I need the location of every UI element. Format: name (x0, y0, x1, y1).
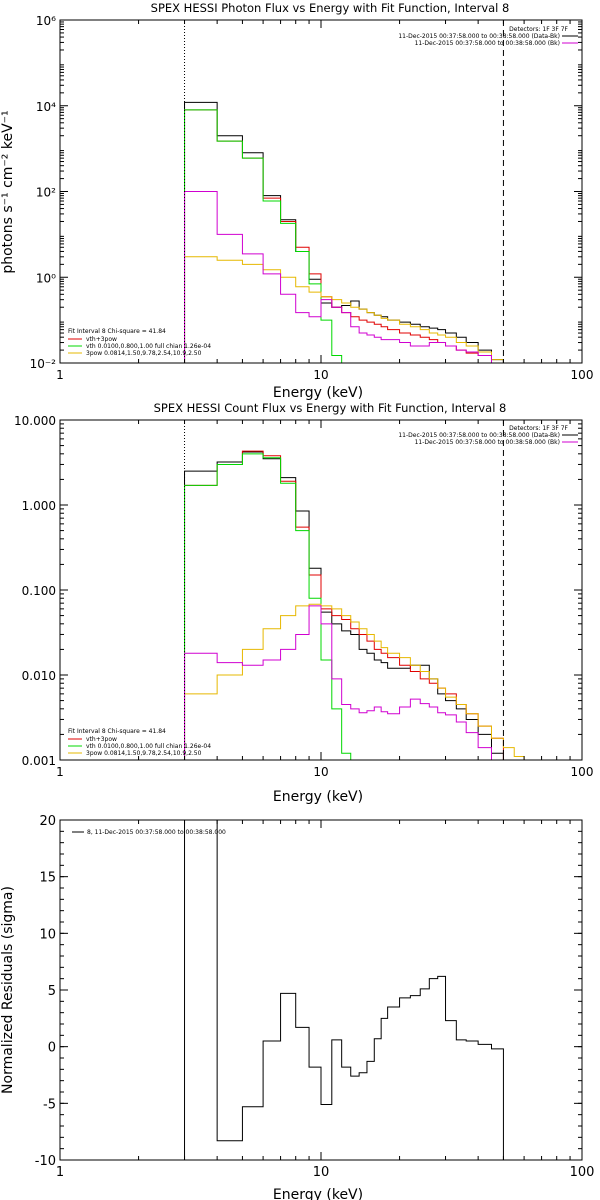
series-line-background (184, 605, 504, 760)
residuals-panel: 1 10 100 -10 -5 0 5 10 15 20 Energy (keV) Normali… (0, 814, 594, 1200)
photon-flux-series-layer (184, 20, 504, 363)
x-tick-label: 10 (313, 368, 328, 382)
legend-bk-2: 11-Dec-2015 00:37:58.000 to 00:38:58.000… (415, 439, 560, 446)
legend-data-bk: 11-Dec-2015 00:37:58.000 to 00:38:58.000… (398, 33, 560, 40)
y-tick-label: 0 (48, 1041, 56, 1056)
residuals-legend: 8, 11-Dec-2015 00:37:58.000 to 00:38:58.… (72, 829, 226, 836)
y-tick-label: 0.010 (22, 669, 56, 683)
x-tick-label: 1 (56, 765, 64, 779)
series-line-pow (184, 256, 504, 363)
photon-flux-panel: SPEX HESSI Photon Flux vs Energy with Fi… (0, 1, 593, 401)
y-tick-label: 20 (39, 814, 56, 829)
photon-flux-x-axis-label: Energy (keV) (273, 385, 363, 401)
legend-vth-2: vth 0.0100,0.800,1.00 full chian 1.26e-0… (86, 743, 211, 750)
series-line-background (184, 191, 492, 363)
legend-detectors-2: Detectors: 1F 3F 7F (509, 425, 568, 432)
count-flux-legend-top-right: Detectors: 1F 3F 7F 11-Dec-2015 00:37:58… (398, 425, 578, 446)
residuals-x-axis-label: Energy (keV) (273, 1187, 363, 1200)
photon-flux-legend-bottom-left: Fit Interval 8 Chi-square = 41.84 vth+3p… (68, 328, 211, 357)
legend-fit-header: Fit Interval 8 Chi-square = 41.84 (68, 328, 166, 335)
y-tick-label: 10⁴ (36, 100, 56, 114)
y-tick-label: 10⁶ (36, 14, 56, 28)
series-line-vth_3pow (184, 109, 504, 363)
y-tick-label: 15 (39, 871, 56, 886)
photon-flux-title: SPEX HESSI Photon Flux vs Energy with Fi… (151, 1, 510, 15)
legend-bk: 11-Dec-2015 00:37:58.000 to 00:38:58.000… (415, 40, 560, 47)
legend-data-bk-2: 11-Dec-2015 00:37:58.000 to 00:38:58.000… (398, 432, 560, 439)
legend-detectors: Detectors: 1F 3F 7F (509, 26, 568, 33)
y-tick-label: 10⁰ (36, 271, 56, 285)
legend-3pow-2: 3pow 0.0814,1.50,9.78,2.54,10.9,2.50 (86, 750, 202, 757)
y-tick-label: 10⁻² (30, 357, 57, 371)
series-line-vth_3pow (184, 450, 504, 760)
residuals-axes: 1 10 100 -10 -5 0 5 10 15 20 (35, 814, 595, 1180)
y-tick-label: -5 (43, 1097, 56, 1112)
count-flux-x-axis-label: Energy (keV) (273, 789, 363, 805)
x-tick-label: 100 (571, 765, 594, 779)
count-flux-title: SPEX HESSI Count Flux vs Energy with Fit… (154, 401, 507, 415)
legend-vth-3pow: vth+3pow (86, 336, 117, 343)
y-tick-label: 1.000 (22, 499, 56, 513)
x-tick-label: 1 (56, 1165, 64, 1180)
series-line-vth (184, 109, 360, 363)
y-tick-label: 10 (39, 927, 56, 942)
count-flux-panel: SPEX HESSI Count Flux vs Energy with Fit… (14, 401, 593, 805)
photon-flux-legend-top-right: Detectors: 1F 3F 7F 11-Dec-2015 00:37:58… (398, 26, 578, 47)
y-tick-label: 0.100 (22, 584, 56, 598)
residuals-series-layer (184, 820, 504, 1160)
series-line-vth (184, 453, 360, 760)
photon-flux-y-axis-label: photons s⁻¹ cm⁻² keV⁻¹ (0, 110, 16, 273)
legend-3pow: 3pow 0.0814,1.50,9.78,2.54,10.9,2.50 (86, 350, 202, 357)
legend-fit-header-2: Fit Interval 8 Chi-square = 41.84 (68, 728, 166, 735)
count-flux-legend-bottom-left: Fit Interval 8 Chi-square = 41.84 vth+3p… (68, 728, 211, 757)
series-line-data (184, 451, 504, 760)
x-tick-label: 10 (313, 765, 328, 779)
y-tick-label: 0.001 (22, 754, 56, 768)
x-tick-label: 10 (313, 1165, 330, 1180)
series-line-pow (184, 603, 542, 760)
y-tick-label: 10.000 (14, 414, 56, 428)
y-tick-label: 5 (48, 984, 56, 999)
y-tick-label: 10² (36, 186, 56, 200)
legend-vth-3pow-2: vth+3pow (86, 736, 117, 743)
legend-vth: vth 0.0100,0.800,1.00 full chian 1.26e-0… (86, 343, 211, 350)
y-tick-label: -10 (35, 1154, 56, 1169)
x-tick-label: 100 (570, 1165, 595, 1180)
x-tick-label: 100 (571, 368, 594, 382)
count-flux-axes: 1 10 100 0.001 0.010 0.100 1.000 10.000 (14, 414, 593, 779)
series-line-data (184, 820, 504, 1160)
residuals-y-axis-label: Normalized Residuals (sigma) (0, 886, 16, 1094)
count-flux-series-layer (184, 420, 542, 760)
residuals-legend-label: 8, 11-Dec-2015 00:37:58.000 to 00:38:58.… (87, 829, 226, 836)
photon-flux-axes: 1 10 100 10⁻² 10⁰ 10² 10⁴ 10⁶ (30, 14, 594, 382)
x-tick-label: 1 (56, 368, 64, 382)
